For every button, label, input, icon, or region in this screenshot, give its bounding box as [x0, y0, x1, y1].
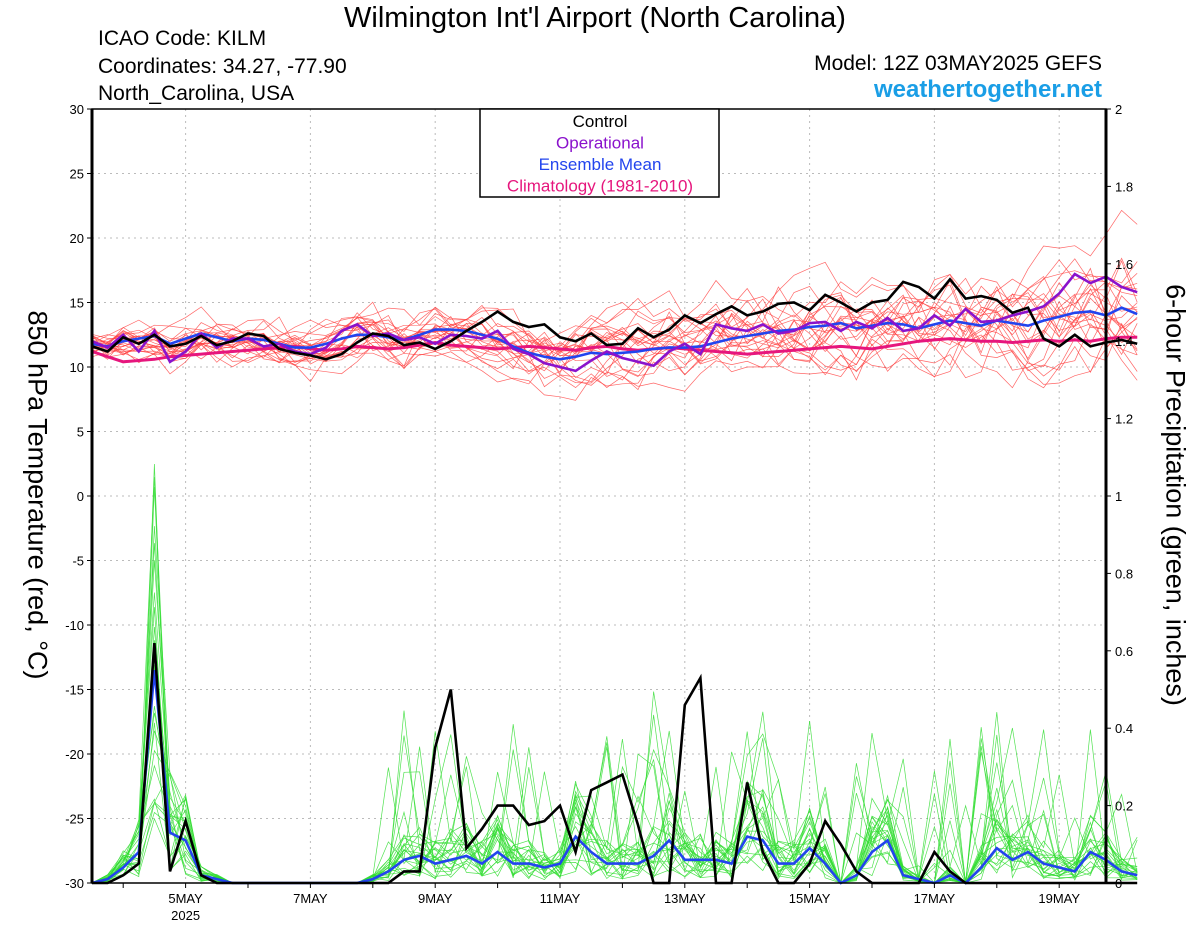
legend-entry: Climatology (1981-2010) — [507, 177, 693, 196]
y-tick-label-right: 2 — [1115, 102, 1122, 117]
temperature-member-line — [91, 285, 1138, 376]
precipitation-member-line — [91, 526, 1138, 884]
temperature-member-line — [91, 295, 1138, 389]
axes: 302520151050-5-10-15-20-25-3021.81.61.41… — [65, 102, 1133, 923]
y-tick-label-left: 10 — [70, 360, 84, 375]
temperature-member-line — [91, 285, 1138, 392]
precipitation-member-line — [91, 560, 1138, 884]
x-tick-label: 19MAY — [1038, 891, 1080, 906]
precipitation-member-line — [91, 543, 1138, 884]
y-tick-label-left: -20 — [65, 747, 84, 762]
y-tick-label-right: 1.6 — [1115, 257, 1133, 272]
y-tick-label-left: -10 — [65, 618, 84, 633]
y-tick-label-left: -15 — [65, 683, 84, 698]
y-tick-label-right: 0 — [1115, 876, 1122, 891]
y-tick-label-right: 0.8 — [1115, 566, 1133, 581]
y-tick-label-right: 0.6 — [1115, 644, 1133, 659]
x-tick-label: 13MAY — [664, 891, 706, 906]
y-tick-label-right: 1.4 — [1115, 334, 1133, 349]
y-tick-label-right: 1 — [1115, 489, 1122, 504]
site-link[interactable]: weathertogether.net — [873, 76, 1102, 103]
y-tick-label-right: 0.4 — [1115, 721, 1133, 736]
y-tick-label-right: 1.8 — [1115, 179, 1133, 194]
y-tick-label-left: -5 — [72, 554, 84, 569]
chart-title: Wilmington Int'l Airport (North Carolina… — [344, 2, 846, 34]
coordinates: Coordinates: 34.27, -77.90 — [98, 55, 347, 78]
y-tick-label-left: 25 — [70, 167, 84, 182]
precipitation-member-line — [91, 764, 1138, 884]
temperature-member-line — [91, 297, 1138, 385]
grid-lines — [92, 109, 1106, 883]
y-tick-label-left: -30 — [65, 876, 84, 891]
x-tick-label: 7MAY — [293, 891, 328, 906]
plot-frame — [91, 108, 1107, 884]
y-tick-label-left: 30 — [70, 102, 84, 117]
ensemble-members-temperature — [91, 209, 1138, 401]
legend-box — [479, 108, 720, 198]
y-tick-label-left: -25 — [65, 812, 84, 827]
precipitation-member-line — [91, 477, 1138, 884]
y-tick-label-left: 5 — [77, 425, 84, 440]
x-tick-label: 11MAY — [540, 891, 581, 906]
precipitation-member-line — [91, 487, 1138, 884]
y-tick-label-left: 15 — [70, 296, 84, 311]
control-temperature-line — [91, 277, 1138, 361]
precipitation-member-line — [91, 640, 1138, 884]
location: North_Carolina, USA — [98, 82, 295, 105]
legend-entry: Ensemble Mean — [539, 155, 662, 174]
y-tick-label-left: 0 — [77, 489, 84, 504]
x-tick-sublabel: 2025 — [171, 908, 200, 923]
y-tick-label-right: 1.2 — [1115, 412, 1133, 427]
operational-temperature-line — [91, 272, 1138, 373]
x-tick-label: 9MAY — [418, 891, 453, 906]
y-tick-label-left: 20 — [70, 231, 84, 246]
climatology-line — [91, 335, 1138, 364]
legend: Control Operational Ensemble Mean Climatolo… — [479, 108, 720, 198]
model-run: Model: 12Z 03MAY2025 GEFS — [814, 52, 1102, 75]
ensemble-members-precipitation — [91, 463, 1138, 885]
legend-entry: Operational — [556, 134, 644, 153]
x-tick-label: 5MAY — [168, 891, 203, 906]
x-tick-label: 15MAY — [789, 891, 831, 906]
y-tick-label-right: 0.2 — [1115, 799, 1133, 814]
precipitation-member-line — [91, 658, 1138, 884]
x-tick-label: 17MAY — [914, 891, 956, 906]
temperature-member-line — [91, 297, 1138, 363]
legend-entry: Control — [573, 112, 628, 131]
icao-code: ICAO Code: KILM — [98, 27, 267, 50]
